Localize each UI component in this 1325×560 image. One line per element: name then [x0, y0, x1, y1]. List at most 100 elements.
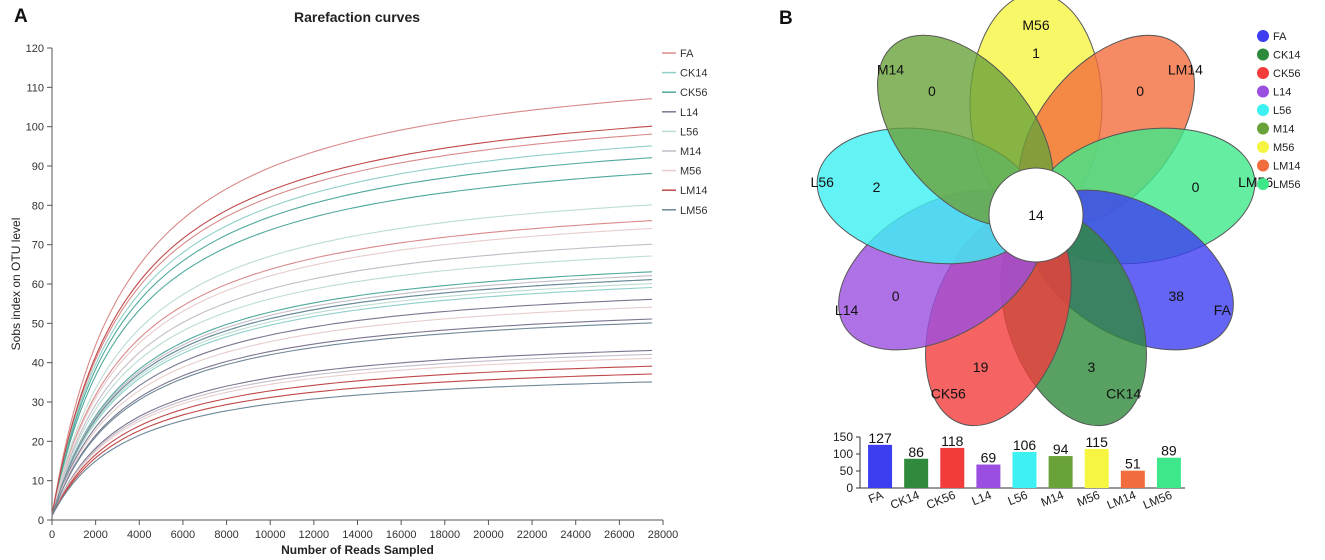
curve-lm14-2 [51, 365, 653, 517]
legend-label-fa: FA [680, 48, 694, 60]
y-tick-label: 90 [32, 161, 44, 173]
y-tick-label: 70 [32, 240, 44, 252]
bar-fa [868, 444, 893, 488]
y-tick-label: 10 [32, 476, 44, 488]
legend-label-lm14: LM14 [680, 185, 708, 197]
bar-category-m14: M14 [1039, 488, 1066, 510]
y-tick-label: 80 [32, 200, 44, 212]
x-tick-label: 22000 [517, 529, 548, 541]
petal-label-l56: L56 [811, 174, 835, 190]
chart-title: Rarefaction curves [294, 9, 420, 25]
panel-a-letter: A [14, 6, 28, 27]
bar-ck56 [940, 447, 965, 488]
petal-label-m56: M56 [1022, 17, 1049, 33]
legend-dot-fa [1257, 30, 1269, 42]
curve-m14-3 [51, 353, 653, 517]
petal-label-lm14: LM14 [1168, 61, 1203, 77]
curve-ck56-3 [51, 271, 653, 517]
bar-value-m56: 115 [1086, 434, 1109, 450]
curve-fa-3 [51, 220, 653, 517]
legend-label-ck56: CK56 [1273, 68, 1301, 80]
y-tick-label: 60 [32, 279, 44, 291]
petal-label-ck14: CK14 [1106, 386, 1141, 402]
curve-m14-2 [51, 275, 653, 517]
x-tick-label: 2000 [83, 529, 107, 541]
y-tick-label: 110 [26, 82, 44, 94]
flower-venn-diagram: 14 1 M56 0 LM14 0 LM56 38 FA 3 CK14 19 CK56 0 L14 2 L56 0… [811, 0, 1301, 512]
bar-ck14 [904, 458, 929, 488]
core-value: 14 [1028, 207, 1044, 223]
bar-category-l14: L14 [970, 488, 994, 509]
curve-lm56-1 [51, 279, 653, 517]
bar-value-fa: 127 [868, 430, 892, 446]
y-tick-label: 0 [38, 515, 44, 527]
bar-value-lm56: 89 [1161, 443, 1177, 459]
curve-fa-1 [51, 98, 653, 517]
curve-l14-2 [51, 318, 653, 517]
bar-value-ck56: 118 [941, 433, 964, 449]
petal-value-m56: 1 [1032, 45, 1040, 61]
x-tick-label: 26000 [604, 529, 635, 541]
petal-label-ck56: CK56 [931, 386, 966, 402]
bar-category-ck56: CK56 [924, 488, 957, 512]
x-tick-label: 18000 [429, 529, 460, 541]
curve-m14-1 [51, 243, 653, 517]
x-tick-label: 0 [49, 529, 55, 541]
bar-l14 [976, 464, 1001, 488]
bar-l56 [1012, 451, 1037, 488]
curve-m56-2 [51, 306, 653, 517]
legend-dot-m14 [1257, 122, 1269, 135]
bar-y-tick-label: 100 [833, 447, 853, 461]
curve-ck56-1 [51, 157, 653, 517]
petal-label-l14: L14 [835, 302, 859, 318]
panel-b-letter: B [779, 8, 793, 29]
core-circle [988, 167, 1084, 263]
petal-label-m14: M14 [877, 61, 904, 77]
petal-value-fa: 38 [1169, 288, 1185, 304]
curve-lm56-3 [51, 381, 653, 517]
rarefaction-chart: Rarefaction curves 0 10 20 30 40 50 60 70 80 90 100… [9, 9, 708, 557]
bar-value-l14: 69 [981, 450, 997, 466]
x-tick-label: 12000 [299, 529, 330, 541]
legend-label-ck56: CK56 [680, 87, 708, 99]
legend-label-l56: L56 [680, 126, 698, 138]
curve-fa-2 [51, 133, 653, 517]
bar-value-ck14: 86 [908, 444, 924, 460]
bar-m56 [1084, 448, 1109, 488]
petal-value-ck56: 19 [973, 359, 989, 375]
curve-lm56-2 [51, 322, 653, 517]
y-tick-label: 20 [32, 436, 44, 448]
x-tick-label: 16000 [386, 529, 417, 541]
x-tick-label: 28000 [648, 529, 679, 541]
y-tick-label: 40 [32, 358, 44, 370]
curve-l56-2 [51, 255, 653, 517]
legend-label-m56: M56 [680, 166, 701, 178]
legend-dot-l56 [1257, 104, 1269, 116]
curve-l14-3 [51, 349, 653, 517]
legend-label-m14: M14 [1273, 124, 1294, 136]
petal-label-fa: FA [1214, 302, 1232, 318]
legend-label-lm14: LM14 [1273, 161, 1301, 173]
curve-ck56-2 [51, 172, 653, 517]
x-axis-label: Number of Reads Sampled [281, 543, 434, 557]
x-tick-label: 4000 [127, 529, 151, 541]
bar-lm14 [1120, 470, 1145, 488]
curve-ck14-3 [51, 286, 653, 517]
legend-dot-l14 [1257, 85, 1269, 98]
x-tick-label: 8000 [214, 529, 238, 541]
bar-y-tick-label: 150 [833, 430, 853, 444]
legend-label-ck14: CK14 [1273, 50, 1301, 62]
bar-category-ck14: CK14 [888, 488, 921, 512]
x-tick-label: 14000 [342, 529, 373, 541]
curve-l56-1 [51, 204, 653, 517]
curve-l14-1 [51, 298, 653, 517]
petal-value-m14: 0 [928, 83, 936, 99]
legend-label-l14: L14 [680, 107, 698, 119]
bar-value-lm14: 51 [1125, 456, 1141, 472]
bar-y-tick-label: 0 [846, 481, 853, 495]
legend-dot-lm56 [1257, 178, 1269, 190]
bar-category-lm56: LM56 [1141, 488, 1174, 512]
petal-value-lm14: 0 [1136, 83, 1144, 99]
curve-m56-1 [51, 227, 653, 517]
y-tick-label: 120 [26, 43, 44, 55]
